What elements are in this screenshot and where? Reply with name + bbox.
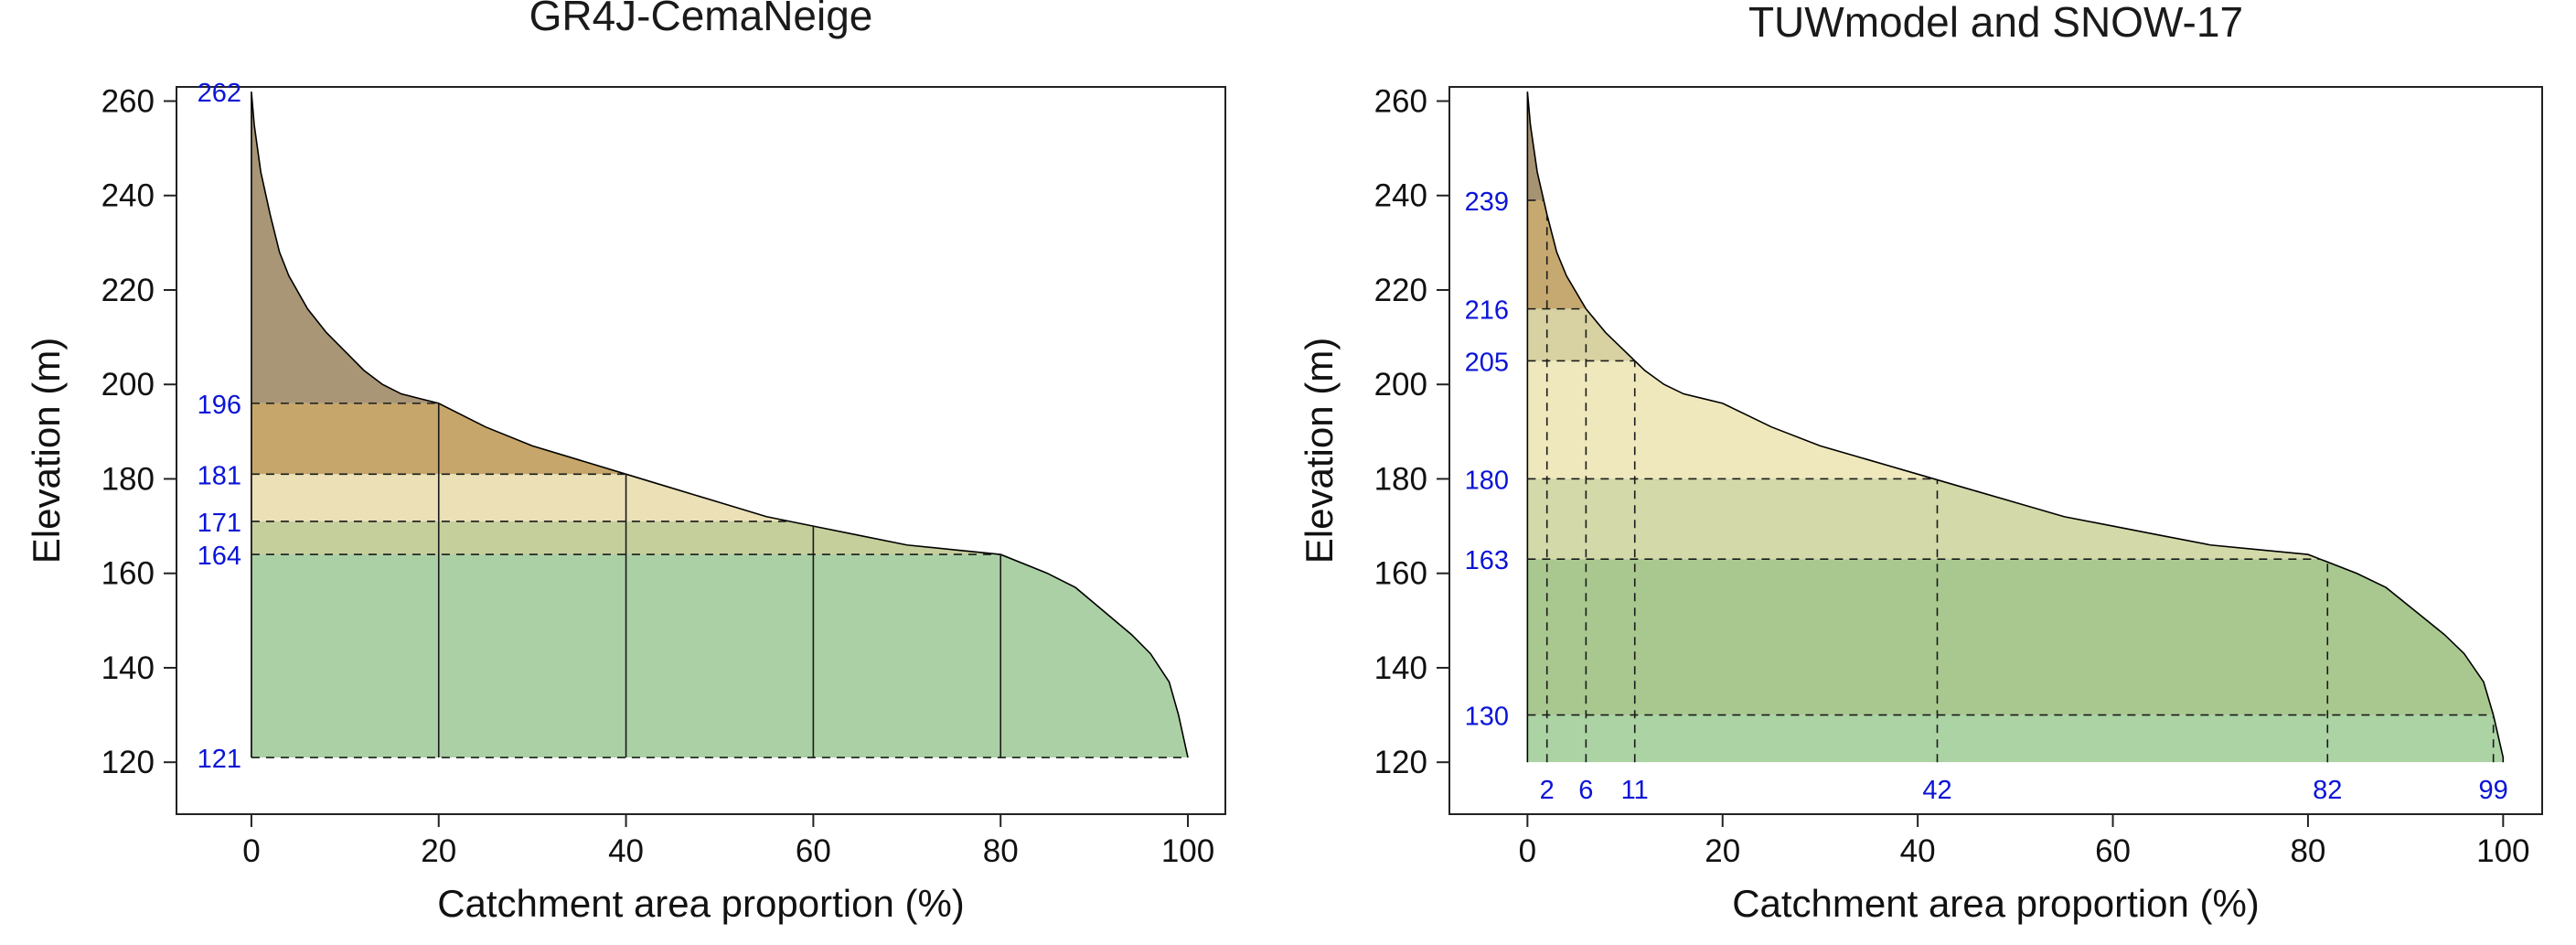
- right-y-tick-label-3: 180: [1374, 461, 1427, 497]
- right-elevation-annotation-0: 239: [1465, 188, 1509, 217]
- right-elevation-annotation-2: 205: [1465, 348, 1509, 377]
- right-band-1: [1527, 199, 2504, 309]
- left-plot-frame: [176, 86, 1226, 815]
- right-band-6: [1527, 714, 2504, 763]
- right-area-annotation-2: 11: [1621, 776, 1649, 805]
- right-band-2: [1527, 308, 2504, 361]
- right-y-tick-label-6: 240: [1374, 178, 1427, 214]
- right-elevation-annotation-4: 163: [1465, 546, 1509, 575]
- right-area-annotation-0: 2: [1540, 776, 1555, 805]
- right-band-0: [1527, 91, 2504, 200]
- left-panel-gr4j-cemaneige: GR4J-CemaNeige Catchment area proportion…: [25, 0, 1226, 925]
- left-y-tick-label-2: 160: [102, 556, 155, 592]
- left-x-tick-label-2: 40: [608, 833, 644, 869]
- right-y-tick-label-0: 120: [1374, 745, 1427, 780]
- right-x-tick-label-2: 40: [1900, 833, 1936, 869]
- right-y-tick-label-4: 200: [1374, 367, 1427, 403]
- right-y-tick-label-1: 140: [1374, 650, 1427, 686]
- left-band-2: [251, 474, 1189, 521]
- right-area-annotation-3: 42: [1922, 776, 1951, 805]
- right-plot-frame: [1448, 86, 2543, 815]
- right-band-3: [1527, 360, 2504, 479]
- right-chart-title: TUWmodel and SNOW-17: [1748, 0, 2243, 46]
- right-y-axis-label: Elevation (m): [1298, 338, 1341, 564]
- right-x-tick-label-0: 0: [1519, 833, 1536, 869]
- left-elevation-annotation-3: 171: [198, 509, 241, 538]
- left-y-tick-label-4: 200: [102, 367, 155, 403]
- left-elevation-annotation-2: 181: [198, 461, 241, 490]
- right-x-tick-label-3: 60: [2095, 833, 2131, 869]
- left-band-3: [251, 521, 1189, 555]
- right-x-tick-label-1: 20: [1705, 833, 1740, 869]
- right-panel-tuwmodel-snow17: TUWmodel and SNOW-17 Catchment area prop…: [1298, 0, 2543, 925]
- left-y-tick-label-5: 220: [102, 273, 155, 308]
- right-area-annotation-1: 6: [1578, 776, 1593, 805]
- right-y-tick-label-5: 220: [1374, 273, 1427, 308]
- right-elevation-annotation-5: 130: [1465, 703, 1509, 732]
- left-x-tick-label-0: 0: [242, 833, 260, 869]
- left-x-tick-label-3: 60: [796, 833, 831, 869]
- left-y-tick-label-3: 180: [102, 461, 155, 497]
- left-elevation-annotation-4: 164: [198, 542, 241, 571]
- left-hypsometric-curve: [251, 91, 1189, 758]
- right-elevation-bands: [1527, 91, 2504, 763]
- right-band-4: [1527, 478, 2504, 560]
- right-elevation-annotation-3: 180: [1465, 466, 1509, 495]
- left-x-tick-label-5: 100: [1161, 833, 1214, 869]
- right-area-annotation-5: 99: [2479, 776, 2508, 805]
- left-elevation-annotation-1: 196: [198, 391, 241, 420]
- left-x-axis-label: Catchment area proportion (%): [437, 882, 965, 925]
- left-x-tick-label-4: 80: [983, 833, 1019, 869]
- left-band-0: [251, 91, 1189, 403]
- right-x-axis-label: Catchment area proportion (%): [1732, 882, 2260, 925]
- left-band-1: [251, 403, 1189, 475]
- right-area-annotation-4: 82: [2313, 776, 2342, 805]
- right-elevation-annotation-1: 216: [1465, 296, 1509, 326]
- right-band-5: [1527, 559, 2504, 715]
- left-x-tick-label-1: 20: [421, 833, 456, 869]
- right-x-tick-label-5: 100: [2476, 833, 2529, 869]
- left-y-tick-label-1: 140: [102, 650, 155, 686]
- right-x-tick-label-4: 80: [2290, 833, 2325, 869]
- left-y-tick-label-6: 240: [102, 178, 155, 214]
- left-y-tick-label-7: 260: [102, 83, 155, 119]
- right-y-tick-label-2: 160: [1374, 556, 1427, 592]
- right-hypsometric-curve: [1526, 91, 2505, 763]
- left-elevation-bands: [251, 91, 1189, 758]
- left-elevation-annotation-0: 262: [198, 79, 241, 108]
- left-y-tick-label-0: 120: [102, 745, 155, 780]
- left-chart-title: GR4J-CemaNeige: [529, 0, 873, 39]
- left-y-axis-label: Elevation (m): [25, 338, 68, 564]
- left-elevation-annotation-5: 121: [198, 745, 241, 774]
- left-band-4: [251, 554, 1189, 758]
- right-y-tick-label-7: 260: [1374, 83, 1427, 119]
